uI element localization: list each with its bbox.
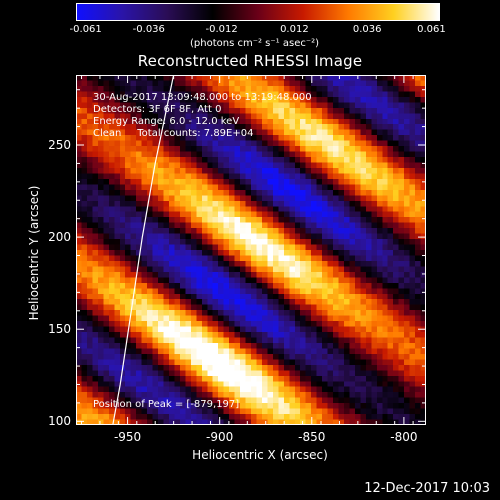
plot-frame <box>76 75 426 425</box>
info-line-time: 30-Aug-2017 13:09:48.000 to 13:19:48.000 <box>93 92 312 103</box>
x-tick-label: -800 <box>390 430 418 444</box>
x-tick-label: -900 <box>206 430 234 444</box>
colorbar-tick-label: 0.061 <box>417 24 446 35</box>
heatmap-image <box>76 75 426 425</box>
y-tick-label: 250 <box>48 138 71 152</box>
x-tick-label: -850 <box>298 430 326 444</box>
x-axis-label: Heliocentric X (arcsec) <box>192 448 328 462</box>
y-tick-label: 100 <box>48 414 71 429</box>
plot-title: Reconstructed RHESSI Image <box>137 52 363 70</box>
timestamp: 12-Dec-2017 10:03 <box>364 481 490 496</box>
y-tick-label: 200 <box>48 230 71 245</box>
info-line-detectors: Detectors: 3F 6F 8F, Att 0 <box>93 104 221 115</box>
y-tick-label: 150 <box>48 322 71 337</box>
colorbar-tick-label: -0.061 <box>69 24 102 35</box>
colorbar <box>76 3 440 21</box>
colorbar-tick-label: 0.036 <box>352 24 382 35</box>
info-line-clean-counts: Clean Total counts: 7.89E+04 <box>93 128 253 139</box>
y-axis-label: Heliocentric Y (arcsec) <box>27 185 41 321</box>
peak-position-label: Position of Peak = [-879,197] <box>93 399 239 410</box>
plot-area: 30-Aug-2017 13:09:48.000 to 13:19:48.000… <box>76 75 426 425</box>
axis-ticks <box>76 75 426 425</box>
colorbar-units: (photons cm⁻² s⁻¹ asec⁻²) <box>190 38 320 49</box>
colorbar-tick-label: -0.036 <box>132 24 165 35</box>
x-tick-label: -950 <box>113 430 142 444</box>
solar-limb-line <box>112 75 175 425</box>
colorbar-tick-label: 0.012 <box>280 24 309 35</box>
colorbar-tick-label: -0.012 <box>205 24 238 35</box>
info-line-energy: Energy Range: 6.0 - 12.0 keV <box>93 116 239 127</box>
